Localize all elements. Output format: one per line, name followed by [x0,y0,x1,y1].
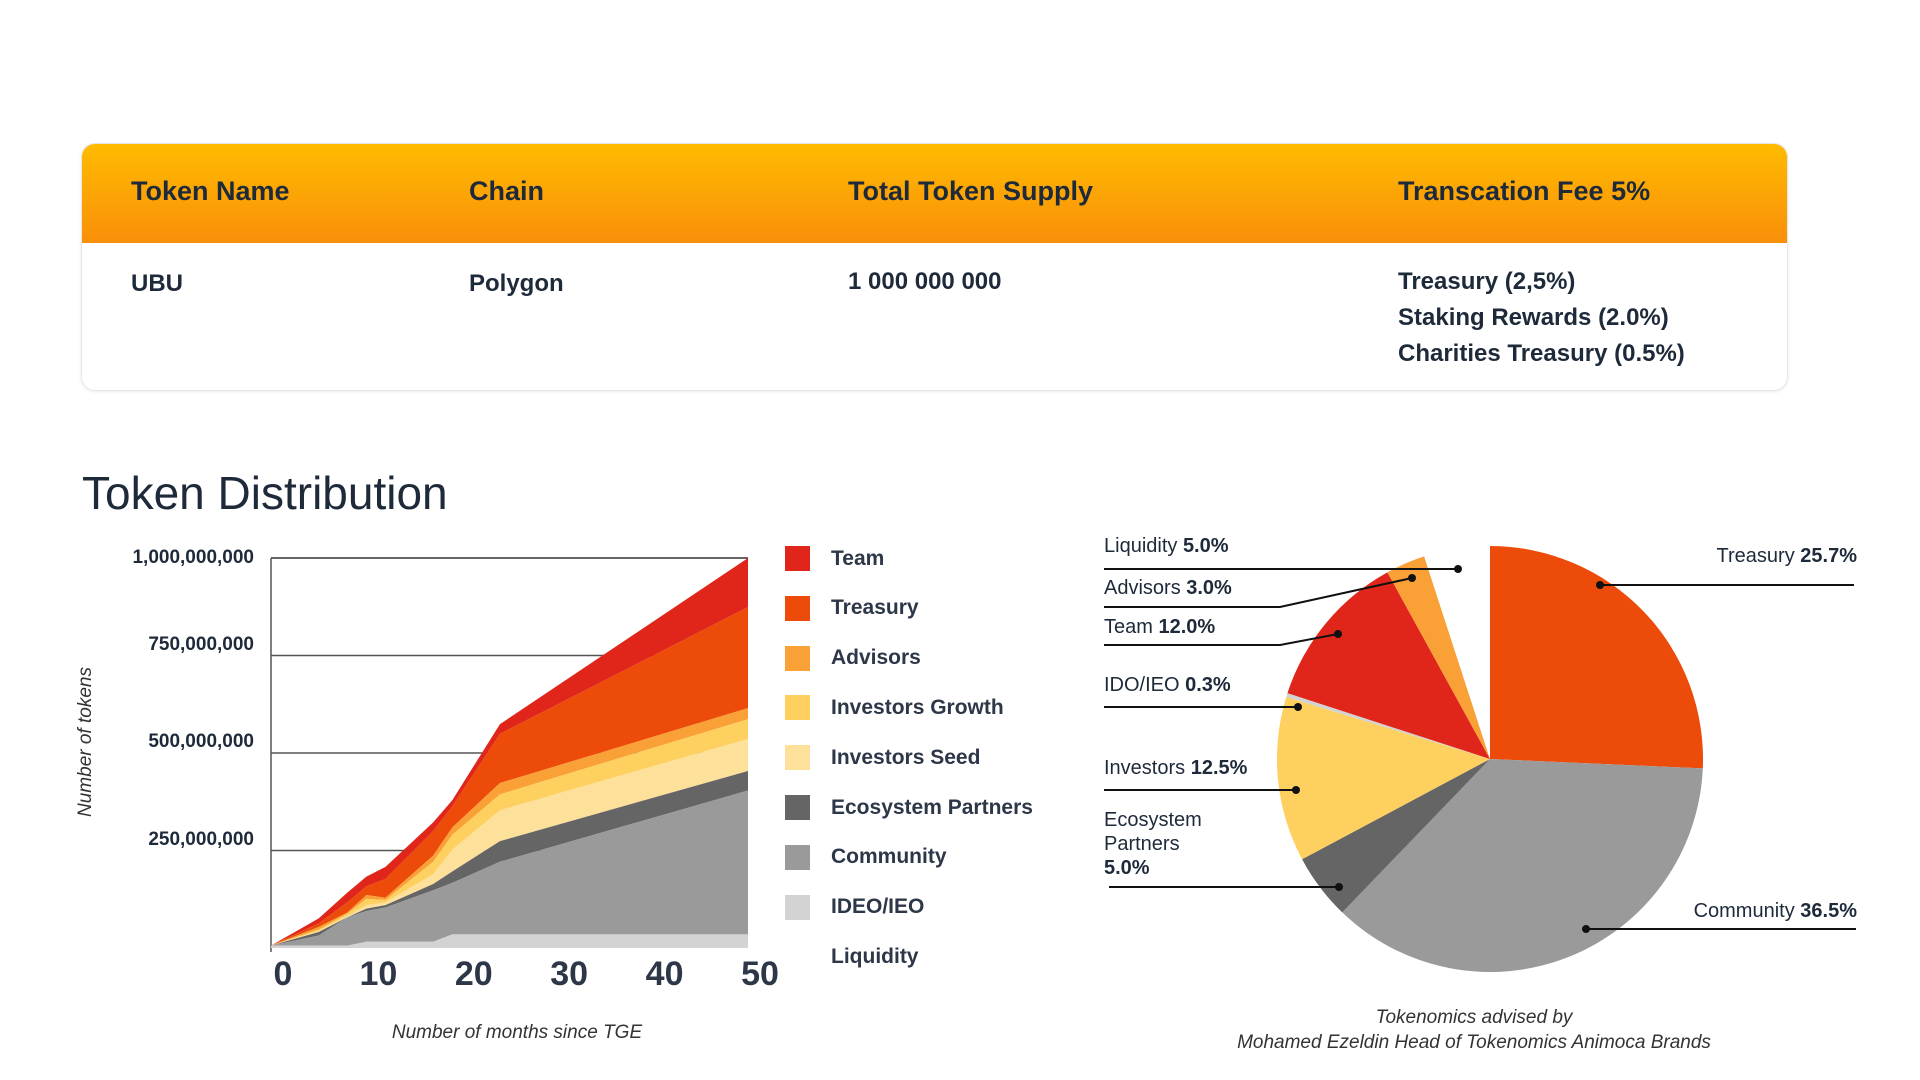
area-ecosystem-partners [271,770,748,946]
area-investors-seed [271,738,748,946]
header-supply: Total Token Supply [848,176,1094,206]
legend-label: Treasury [831,596,919,620]
header-fee: Transcation Fee 5% [1398,176,1651,206]
legend-item: Team [785,546,884,571]
area-investors-growth [271,719,748,946]
leader-dot [1335,883,1343,891]
cell-token-name: UBU [131,270,183,297]
legend-item: Investors Seed [785,745,981,771]
header-chain: Chain [469,176,545,206]
cell-fees: Treasury (2,5%) Staking Rewards (2.0%) C… [1398,264,1685,372]
y-tick-label: 750,000,000 [148,633,254,655]
x-tick-label: 10 [359,955,398,993]
x-tick-label: 30 [550,955,589,993]
area-ideo-ieo [271,934,748,948]
legend-item: IDEO/IEO [785,894,925,920]
legend-label: Advisors [831,646,921,670]
y-tick-label: 250,000,000 [148,828,254,850]
legend-swatch [785,595,810,621]
pie-slice-ecosystem-partners [1302,759,1490,913]
x-axis-title: Number of months since TGE [391,1022,643,1043]
legend-item: Ecosystem Partners [785,795,1033,820]
pie-label: Investors 12.5% [1104,757,1248,779]
cell-chain: Polygon [469,270,564,297]
token-info-table: Token Name Chain Total Token Supply Tran… [81,143,1788,391]
fee-line: Staking Rewards (2.0%) [1398,304,1669,331]
leader-dot [1408,574,1416,582]
header-token-name: Token Name [131,176,290,206]
legend-item: Advisors [785,645,921,671]
pie-caption: Tokenomics advised by Mohamed Ezeldin He… [1237,1005,1711,1055]
x-tick-label: 40 [645,955,684,993]
pie-slice-ido-ieo [1286,693,1490,759]
pie-label: Liquidity 5.0% [1104,535,1229,557]
legend-label: Community [831,845,947,869]
legend-label: Team [831,546,885,570]
legend-swatch [785,844,810,870]
legend-swatch [785,894,810,920]
legend-swatch [785,745,810,771]
y-axis-title: Number of tokens [75,667,96,817]
x-tick-label: 50 [741,955,779,993]
legend-item: Investors Growth [785,695,1004,721]
pie-slice-treasury [1490,546,1703,769]
area-team [271,558,748,946]
area-advisors [271,708,748,946]
pie-slice-community [1342,759,1703,973]
legend-label: IDEO/IEO [831,895,925,919]
fee-line: Treasury (2,5%) [1398,268,1576,295]
leader-dot [1596,581,1604,589]
y-tick-label: 500,000,000 [148,731,254,752]
legend-item: Community [785,844,947,870]
leader-dot [1454,565,1462,573]
pie-slice-investors [1277,697,1490,860]
cell-supply: 1 000 000 000 [848,268,1002,295]
area-community [271,790,748,946]
area-treasury [271,607,748,946]
legend-label: Ecosystem Partners [831,795,1033,819]
leader-dot [1334,630,1342,638]
legend-swatch [785,546,810,571]
pie-slice-liquidity [1424,546,1490,759]
caption-line: Mohamed Ezeldin Head of Tokenomics Animo… [1237,1032,1711,1053]
pie-label: Treasury 25.7% [1716,545,1857,567]
x-tick-label: 20 [454,955,493,993]
legend-item: Treasury [785,595,919,621]
fee-line: Charities Treasury (0.5%) [1398,340,1685,367]
leader-dot [1292,786,1300,794]
caption-line: Tokenomics advised by [1375,1007,1573,1028]
legend-swatch [785,645,810,671]
pie-label: Team 12.0% [1104,616,1216,638]
pie-label: Community 36.5% [1693,900,1857,922]
legend-label: Investors Seed [831,745,981,769]
pie-slice-team [1287,572,1490,759]
legend-swatch [785,695,810,721]
section-title: Token Distribution [82,467,448,519]
legend-swatch [785,795,810,820]
pie-slice-advisors [1387,556,1490,759]
pie-label: IDO/IEO 0.3% [1104,674,1231,696]
leader-dot [1294,703,1302,711]
legend-item: Liquidity [785,944,919,970]
leader-dot [1582,925,1590,933]
table-header: Token Name Chain Total Token Supply Tran… [82,144,1787,243]
legend-label: Investors Growth [831,695,1004,719]
x-tick-label: 0 [273,955,293,993]
leader-line [1104,577,1413,608]
legend-swatch [785,944,810,970]
leader-line [1104,633,1339,646]
legend-label: Liquidity [831,944,919,968]
pie-label: Ecosystem Partners 5.0% [1104,809,1202,879]
pie-label: Advisors 3.0% [1104,577,1232,599]
y-tick-label: 1,000,000,000 [132,547,254,568]
